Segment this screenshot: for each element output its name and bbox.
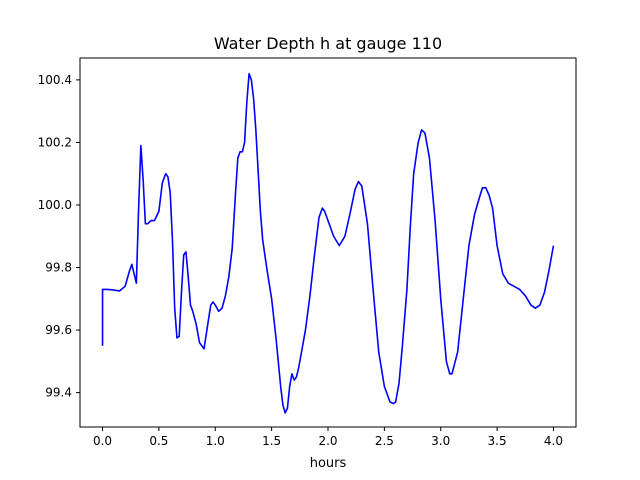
x-tick-label: 0.5 [149, 434, 168, 448]
y-tick-label: 99.8 [45, 261, 72, 275]
x-tick-label: 2.0 [318, 434, 337, 448]
x-tick-label: 4.0 [544, 434, 563, 448]
x-tick-label: 3.0 [431, 434, 450, 448]
y-tick-label: 100.0 [38, 198, 72, 212]
x-tick-label: 1.0 [206, 434, 225, 448]
series-layer [101, 72, 555, 414]
y-tick-label: 99.4 [45, 386, 72, 400]
y-tick-label: 100.4 [38, 73, 72, 87]
x-tick-label: 3.5 [488, 434, 507, 448]
x-tick-label: 2.5 [375, 434, 394, 448]
x-tick-label: 1.5 [262, 434, 281, 448]
chart-title: Water Depth h at gauge 110 [214, 34, 442, 53]
y-tick-label: 99.6 [45, 323, 72, 337]
x-tick-label: 0.0 [93, 434, 112, 448]
y-axis-ticks: 99.4 99.6 99.8 100.0 100.2 100.4 [38, 73, 80, 400]
y-tick-label: 100.2 [38, 135, 72, 149]
x-axis-label: hours [310, 456, 347, 471]
series-line-0 [101, 72, 555, 414]
x-axis-ticks: 0.0 0.5 1.0 1.5 2.0 2.5 3.0 3.5 4.0 [93, 427, 563, 448]
